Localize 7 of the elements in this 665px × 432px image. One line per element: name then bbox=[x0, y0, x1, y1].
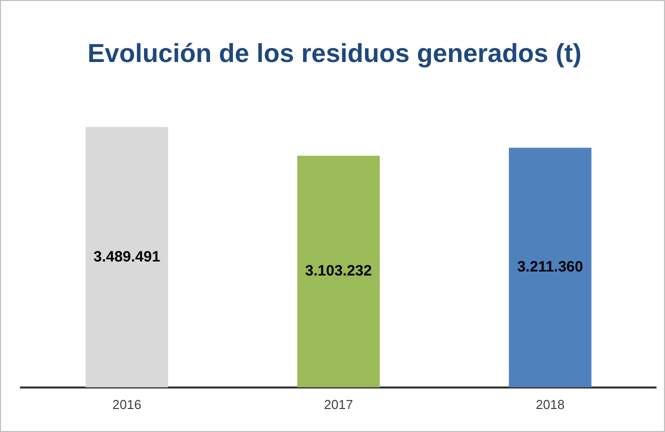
data-label: 3.489.491 bbox=[93, 248, 160, 266]
x-tick-label: 2017 bbox=[324, 396, 353, 412]
data-label: 3.211.360 bbox=[517, 258, 584, 276]
x-tick-label: 2018 bbox=[536, 396, 565, 412]
data-label: 3.103.232 bbox=[305, 262, 372, 280]
x-tick-label: 2016 bbox=[112, 396, 142, 412]
chart-title: Evolución de los residuos generados (t) bbox=[87, 38, 582, 68]
